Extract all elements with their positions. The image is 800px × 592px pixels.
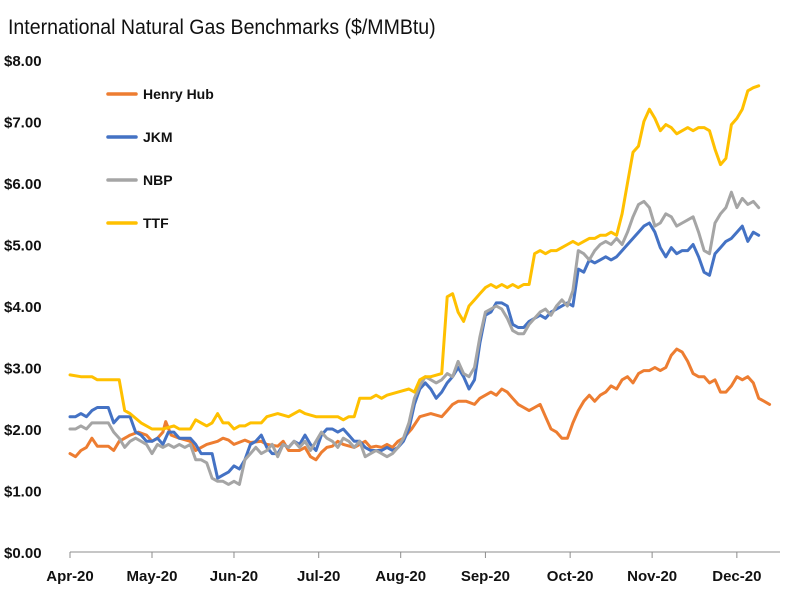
x-tick-label: Jun-20 (210, 568, 258, 585)
y-tick-label: $8.00 (4, 53, 42, 70)
x-tick-label: May-20 (127, 568, 178, 585)
series-line-ttf (68, 84, 761, 431)
y-tick-label: $5.00 (4, 238, 42, 255)
legend-label-nbp: NBP (143, 172, 173, 188)
x-tick-label: Jul-20 (297, 568, 340, 585)
legend: Henry Hub JKM NBP TTF (106, 86, 214, 231)
series-line-nbp (68, 190, 761, 486)
y-tick-label: $1.00 (4, 484, 42, 501)
chart-title: International Natural Gas Benchmarks ($/… (8, 16, 436, 39)
y-tick-label: $3.00 (4, 361, 42, 378)
legend-label-henry-hub: Henry Hub (143, 86, 214, 102)
y-tick-label: $2.00 (4, 422, 42, 439)
series-line-jkm (68, 221, 761, 480)
x-tick-label: Sep-20 (461, 568, 510, 585)
y-tick-label: $4.00 (4, 299, 42, 316)
x-tick-label: Nov-20 (627, 568, 677, 585)
y-tick-label: $0.00 (4, 545, 42, 562)
y-tick-label: $7.00 (4, 115, 42, 132)
legend-label-ttf: TTF (143, 215, 169, 231)
x-tick-label: Dec-20 (712, 568, 761, 585)
y-tick-label: $6.00 (4, 176, 42, 193)
x-tick-label: Oct-20 (547, 568, 594, 585)
x-tick-label: Aug-20 (375, 568, 426, 585)
series-line-henry-hub (68, 347, 772, 462)
legend-label-jkm: JKM (143, 129, 173, 145)
x-tick-label: Apr-20 (46, 568, 94, 585)
